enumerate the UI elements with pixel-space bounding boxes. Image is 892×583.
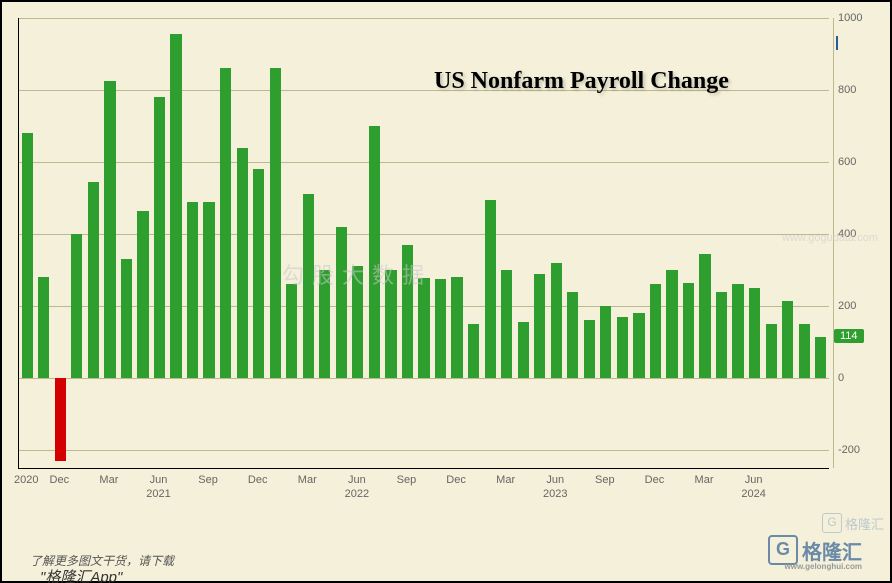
bar xyxy=(220,68,231,378)
bar xyxy=(683,283,694,378)
footer-line2: "格隆汇App" xyxy=(40,566,122,583)
x-tick-label: Dec xyxy=(446,474,466,486)
bar xyxy=(749,288,760,378)
bar xyxy=(187,202,198,378)
watermark-url: www.gogudata.com xyxy=(782,232,878,244)
bar xyxy=(650,284,661,378)
x-tick-label: Mar xyxy=(496,474,515,486)
y-tick-label: 800 xyxy=(838,84,856,96)
x-tick-year: 2022 xyxy=(345,488,369,500)
y-tick-label: 0 xyxy=(838,372,844,384)
bar xyxy=(418,278,429,378)
x-tick-year: 2023 xyxy=(543,488,567,500)
x-tick-label: Dec xyxy=(50,474,70,486)
bar xyxy=(71,234,82,378)
brand-logo: G 格隆汇 www.gelonghui.com xyxy=(768,535,862,565)
bar xyxy=(38,277,49,378)
x-tick-label: Dec xyxy=(248,474,268,486)
brand-logo-small-icon: G xyxy=(822,513,842,533)
x-tick-label: Jun xyxy=(150,474,168,486)
x-tick-label: 2020 xyxy=(14,474,38,486)
bar xyxy=(518,322,529,378)
bar xyxy=(501,270,512,378)
bar xyxy=(451,277,462,378)
x-tick-label: Jun xyxy=(745,474,763,486)
bar xyxy=(385,270,396,378)
x-tick-label: Sep xyxy=(397,474,417,486)
bar xyxy=(633,313,644,378)
bar xyxy=(617,317,628,378)
brand-logo-text: 格隆汇 xyxy=(802,536,862,565)
brand-logo-small-text: 格隆汇 xyxy=(845,514,884,533)
x-tick-year: 2024 xyxy=(741,488,765,500)
latest-value-badge: 114 xyxy=(834,329,864,343)
bar xyxy=(699,254,710,378)
bar xyxy=(170,34,181,378)
bar xyxy=(369,126,380,378)
bar xyxy=(270,68,281,378)
bar xyxy=(534,274,545,378)
bar xyxy=(782,301,793,378)
x-tick-label: Sep xyxy=(198,474,218,486)
bar xyxy=(286,284,297,378)
bar xyxy=(551,263,562,378)
x-tick-label: Jun xyxy=(546,474,564,486)
bar xyxy=(732,284,743,378)
x-tick-label: Mar xyxy=(99,474,118,486)
x-tick-label: Jun xyxy=(348,474,366,486)
x-tick-label: Mar xyxy=(298,474,317,486)
bar xyxy=(766,324,777,378)
x-tick-label: Dec xyxy=(645,474,665,486)
bar xyxy=(336,227,347,378)
bar xyxy=(352,266,363,378)
brand-logo-small: G 格隆汇 xyxy=(822,513,884,533)
bar xyxy=(584,320,595,378)
bar xyxy=(104,81,115,378)
bar xyxy=(203,202,214,378)
bar xyxy=(402,245,413,378)
bar xyxy=(55,378,66,461)
bar xyxy=(22,133,33,378)
bar xyxy=(319,270,330,378)
y-tick-label: 200 xyxy=(838,300,856,312)
y-tick-label: 600 xyxy=(838,156,856,168)
bar xyxy=(716,292,727,378)
x-tick-label: Mar xyxy=(695,474,714,486)
brand-logo-url: www.gelonghui.com xyxy=(785,562,862,571)
y-tick-label: 1000 xyxy=(838,12,862,24)
brand-logo-icon: G xyxy=(768,535,798,565)
bar xyxy=(121,259,132,378)
x-tick-year: 2021 xyxy=(146,488,170,500)
bar xyxy=(485,200,496,378)
y-tick-label: -200 xyxy=(838,444,860,456)
bar xyxy=(468,324,479,378)
bar xyxy=(137,211,148,378)
bar xyxy=(435,279,446,378)
bar xyxy=(253,169,264,378)
bar xyxy=(815,337,826,378)
chart-frame: US Nonfarm Payroll Change -2000200400600… xyxy=(0,0,892,583)
chart-title: US Nonfarm Payroll Change xyxy=(434,68,729,95)
bar xyxy=(303,194,314,378)
bar xyxy=(799,324,810,378)
x-tick-label: Sep xyxy=(595,474,615,486)
bar xyxy=(88,182,99,378)
bar xyxy=(237,148,248,378)
bar xyxy=(567,292,578,378)
bar xyxy=(666,270,677,378)
bar xyxy=(154,97,165,378)
bar xyxy=(600,306,611,378)
